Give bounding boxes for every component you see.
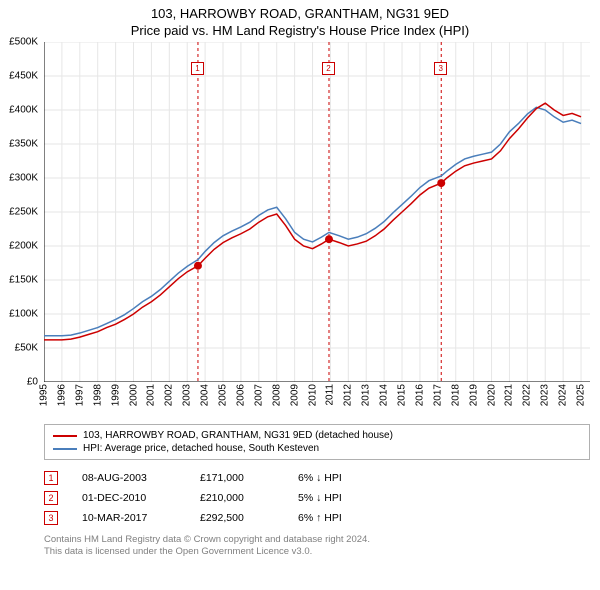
x-tick-label: 2007 (253, 384, 264, 406)
x-tick-label: 2015 (397, 384, 408, 406)
y-tick-label: £100K (9, 309, 38, 320)
legend-swatch (53, 435, 77, 437)
legend-label: HPI: Average price, detached house, Sout… (83, 443, 319, 454)
x-tick-label: 2024 (558, 384, 569, 406)
attribution-line: This data is licensed under the Open Gov… (44, 546, 590, 558)
sale-badge: 1 (44, 471, 58, 485)
y-tick-label: £450K (9, 71, 38, 82)
x-tick-label: 2011 (325, 384, 336, 406)
y-tick-label: £350K (9, 139, 38, 150)
y-tick-label: £0 (27, 377, 38, 388)
x-tick-label: 2006 (235, 384, 246, 406)
x-tick-label: 2009 (289, 384, 300, 406)
y-tick-label: £500K (9, 37, 38, 48)
sale-price: £171,000 (200, 472, 280, 484)
x-tick-label: 2005 (218, 384, 229, 406)
x-tick-label: 2013 (361, 384, 372, 406)
x-tick-label: 2018 (450, 384, 461, 406)
y-axis: £0£50K£100K£150K£200K£250K£300K£350K£400… (0, 42, 42, 382)
sales-table: 1 08-AUG-2003 £171,000 6% ↓ HPI 2 01-DEC-2010… (44, 468, 590, 528)
x-tick-label: 2021 (504, 384, 515, 406)
sale-diff: 6% ↑ HPI (298, 512, 388, 524)
sale-row: 2 01-DEC-2010 £210,000 5% ↓ HPI (44, 488, 590, 508)
x-tick-label: 1999 (110, 384, 121, 406)
page-subtitle: Price paid vs. HM Land Registry's House … (0, 21, 600, 42)
legend-label: 103, HARROWBY ROAD, GRANTHAM, NG31 9ED (… (83, 430, 393, 441)
legend-item: 103, HARROWBY ROAD, GRANTHAM, NG31 9ED (… (53, 429, 581, 442)
x-tick-label: 2016 (414, 384, 425, 406)
x-tick-label: 1997 (74, 384, 85, 406)
x-tick-label: 1996 (56, 384, 67, 406)
x-tick-label: 2019 (468, 384, 479, 406)
x-tick-label: 2001 (146, 384, 157, 406)
x-tick-label: 2003 (182, 384, 193, 406)
y-tick-label: £50K (15, 343, 38, 354)
price-chart: £0£50K£100K£150K£200K£250K£300K£350K£400… (44, 42, 590, 382)
attribution-line: Contains HM Land Registry data © Crown c… (44, 534, 590, 546)
y-tick-label: £250K (9, 207, 38, 218)
sale-badge: 3 (44, 511, 58, 525)
sale-badge: 2 (44, 491, 58, 505)
sale-date: 01-DEC-2010 (82, 492, 182, 504)
sale-marker-badge: 1 (191, 62, 204, 75)
x-tick-label: 1998 (92, 384, 103, 406)
sale-date: 08-AUG-2003 (82, 472, 182, 484)
sale-marker-badge: 2 (322, 62, 335, 75)
x-tick-label: 2025 (576, 384, 587, 406)
sale-marker-badge: 3 (434, 62, 447, 75)
legend-swatch (53, 448, 77, 450)
sale-price: £210,000 (200, 492, 280, 504)
x-tick-label: 1995 (39, 384, 50, 406)
y-tick-label: £150K (9, 275, 38, 286)
x-tick-label: 2004 (200, 384, 211, 406)
sale-diff: 6% ↓ HPI (298, 472, 388, 484)
y-tick-label: £300K (9, 173, 38, 184)
x-tick-label: 2012 (343, 384, 354, 406)
x-tick-label: 2020 (486, 384, 497, 406)
x-tick-label: 2017 (432, 384, 443, 406)
x-tick-label: 2008 (271, 384, 282, 406)
legend-item: HPI: Average price, detached house, Sout… (53, 442, 581, 455)
y-tick-label: £400K (9, 105, 38, 116)
sale-price: £292,500 (200, 512, 280, 524)
x-tick-label: 2014 (379, 384, 390, 406)
y-tick-label: £200K (9, 241, 38, 252)
sale-row: 1 08-AUG-2003 £171,000 6% ↓ HPI (44, 468, 590, 488)
chart-svg (44, 42, 590, 382)
x-tick-label: 2010 (307, 384, 318, 406)
x-tick-label: 2000 (128, 384, 139, 406)
legend: 103, HARROWBY ROAD, GRANTHAM, NG31 9ED (… (44, 424, 590, 460)
sale-date: 10-MAR-2017 (82, 512, 182, 524)
x-axis: 1995199619971998199920002001200220032004… (44, 382, 590, 418)
sale-diff: 5% ↓ HPI (298, 492, 388, 504)
x-tick-label: 2023 (540, 384, 551, 406)
page-title: 103, HARROWBY ROAD, GRANTHAM, NG31 9ED (0, 0, 600, 21)
x-tick-label: 2002 (164, 384, 175, 406)
x-tick-label: 2022 (522, 384, 533, 406)
attribution: Contains HM Land Registry data © Crown c… (44, 534, 590, 559)
sale-row: 3 10-MAR-2017 £292,500 6% ↑ HPI (44, 508, 590, 528)
